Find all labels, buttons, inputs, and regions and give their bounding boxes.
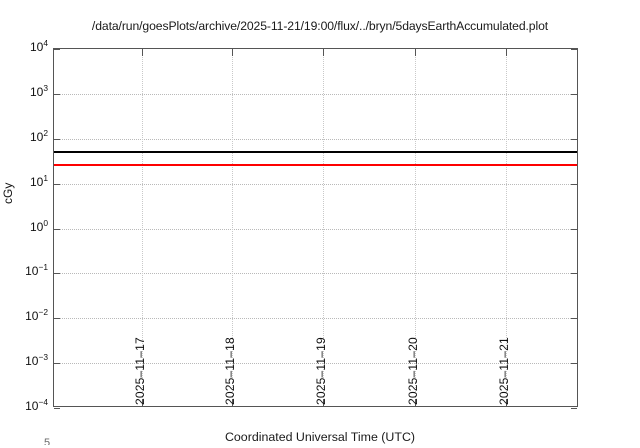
- chart-title: /data/run/goesPlots/archive/2025-11-21/1…: [91, 19, 549, 33]
- x-axis-tick-mark: [322, 49, 324, 56]
- y-axis-tick-mark: [54, 49, 60, 50]
- plot-area: [53, 48, 578, 409]
- gridline-horizontal: [54, 183, 577, 185]
- y-axis-tick-labels: 104 103 102 101 100 10−1 10−2 10−3 10−4: [0, 39, 48, 412]
- clipped-bottom-label: 5: [44, 438, 51, 445]
- x-axis-tick-label: 2025–11–17: [132, 337, 147, 405]
- y-axis-tick-mark: [571, 183, 577, 185]
- x-axis-tick-mark: [506, 49, 508, 56]
- x-axis-tick-mark: [141, 399, 143, 406]
- gridline-horizontal: [54, 273, 577, 275]
- y-axis-tick-mark: [571, 318, 577, 320]
- y-axis-tick-label: 103: [29, 82, 48, 99]
- y-axis-tick-label: 10−1: [25, 262, 48, 279]
- gridline-horizontal: [54, 138, 577, 140]
- x-axis-tick-mark: [322, 399, 324, 406]
- y-axis-tick-label: 101: [29, 172, 48, 189]
- y-axis-tick-label: 10−4: [25, 397, 48, 413]
- x-axis-tick-label: 2025–11–21: [497, 337, 512, 405]
- x-axis-tick-mark: [414, 399, 416, 406]
- gridline-vertical: [414, 49, 416, 406]
- gridline-horizontal: [54, 93, 577, 95]
- y-axis-tick-mark: [571, 49, 577, 50]
- series-line-black-threshold-line: [54, 151, 577, 154]
- y-axis-tick-label: 10−3: [25, 352, 48, 369]
- y-axis-tick-mark: [54, 228, 60, 230]
- y-axis-tick-mark: [571, 228, 577, 230]
- gridline-horizontal: [54, 228, 577, 230]
- x-axis-tick-mark: [231, 49, 233, 56]
- gridline-horizontal: [54, 318, 577, 320]
- y-axis-tick-mark: [571, 363, 577, 365]
- gridline-vertical: [506, 49, 508, 406]
- x-axis-tick-mark: [231, 399, 233, 406]
- gridline-horizontal: [54, 363, 577, 365]
- y-axis-tick-mark: [54, 408, 60, 409]
- gridline-vertical: [231, 49, 233, 406]
- y-axis-tick-mark: [54, 318, 60, 320]
- x-axis-tick-label: 2025–11–18: [222, 337, 237, 405]
- x-axis-tick-mark: [414, 49, 416, 56]
- y-axis-tick-mark: [571, 273, 577, 275]
- x-axis-tick-mark: [141, 49, 143, 56]
- y-axis-tick-label: 100: [29, 217, 48, 234]
- x-axis-tick-label: 2025–11–20: [405, 337, 420, 405]
- y-axis-tick-mark: [54, 138, 60, 140]
- x-axis-tick-labels: 2025–11–17 2025–11–18 2025–11–19 2025–11–20…: [53, 48, 578, 407]
- y-axis-tick-mark: [54, 183, 60, 185]
- x-axis-tick-label: 2025–11–19: [313, 337, 328, 405]
- y-axis-tick-mark: [571, 138, 577, 140]
- x-axis-tick-mark: [506, 399, 508, 406]
- gridline-vertical: [141, 49, 143, 406]
- gridline-vertical: [322, 49, 324, 406]
- y-axis-tick-mark: [54, 273, 60, 275]
- y-axis-tick-mark: [54, 93, 60, 95]
- y-axis-tick-mark: [54, 363, 60, 365]
- series-line-red-threshold-line: [54, 164, 577, 166]
- y-axis-tick-label: 102: [29, 127, 48, 144]
- y-axis-tick-label: 10−2: [25, 307, 48, 324]
- y-axis-tick-mark: [571, 408, 577, 409]
- y-axis-tick-label: 104: [29, 38, 48, 54]
- x-axis-title: Coordinated Universal Time (UTC): [224, 430, 416, 444]
- y-axis-tick-mark: [571, 93, 577, 95]
